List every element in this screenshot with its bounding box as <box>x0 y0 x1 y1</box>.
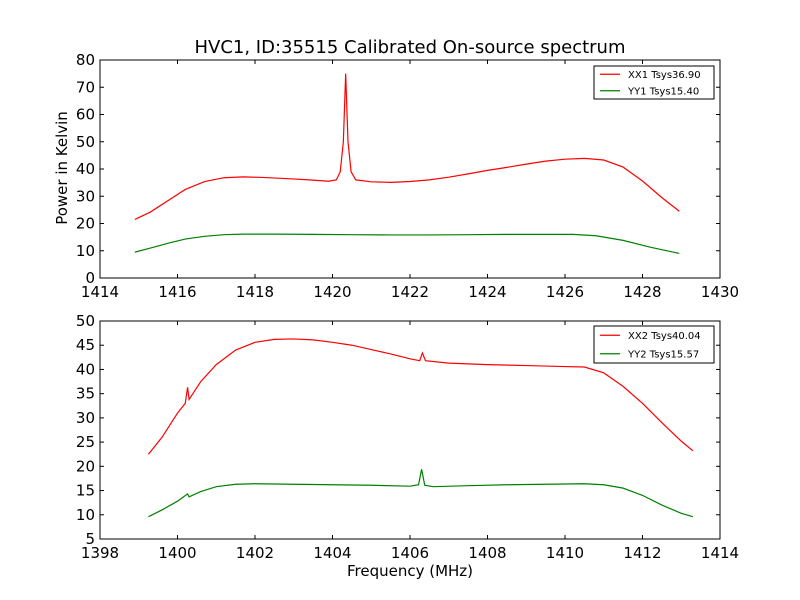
top-y-tick-label: 50 <box>76 133 95 151</box>
x-axis-label: Frequency (MHz) <box>347 562 473 580</box>
bottom-x-tick-label: 1400 <box>158 544 196 562</box>
bottom-x-tick-label: 1402 <box>236 544 274 562</box>
top-panel-legend: XX1 Tsys36.90 YY1 Tsys15.40 <box>593 65 715 100</box>
top-y-tick-label: 10 <box>76 242 95 260</box>
bottom-series-line-2 <box>148 469 694 518</box>
bottom-legend-label: XX2 Tsys40.04 <box>628 331 701 342</box>
top-x-tick-label: 1418 <box>236 283 274 301</box>
top-series-line-2 <box>134 233 680 255</box>
top-panel-marks: 1414 1416 1418 1420 1422 1424 1426 1428 1430 0 10 2… <box>76 51 739 301</box>
bottom-x-tick-label: 1404 <box>313 544 351 562</box>
top-x-tick-label: 1424 <box>468 283 506 301</box>
bottom-x-tick-label: 1414 <box>701 544 739 562</box>
top-x-tick-label: 1426 <box>546 283 584 301</box>
top-x-tick-label: 1416 <box>158 283 196 301</box>
top-x-tick-label: 1422 <box>391 283 429 301</box>
top-x-tick-label: 1414 <box>81 283 119 301</box>
bottom-x-tick-label: 1398 <box>81 544 119 562</box>
bottom-y-tick-label: 50 <box>76 312 95 330</box>
top-x-tick-label: 1428 <box>623 283 661 301</box>
bottom-y-tick-label: 45 <box>76 336 95 354</box>
top-y-tick-label: 0 <box>85 269 95 287</box>
top-panel: HVC1, ID:35515 Calibrated On-source spec… <box>53 37 739 301</box>
top-y-tick-label: 20 <box>76 215 95 233</box>
top-legend-label: YY1 Tsys15.40 <box>627 86 699 97</box>
bottom-panel-legend: XX2 Tsys40.04 YY2 Tsys15.57 <box>593 325 715 364</box>
top-y-tick-label: 70 <box>76 78 95 96</box>
top-legend-label: XX1 Tsys36.90 <box>628 70 701 81</box>
bottom-series-line-1 <box>147 338 694 455</box>
top-x-tick-label: 1420 <box>313 283 351 301</box>
bottom-panel-marks: 1398 1400 1402 1404 1406 1408 1410 1412 1414 5 10 1… <box>76 312 739 562</box>
bottom-y-tick-label: 15 <box>76 482 95 500</box>
bottom-x-tick-label: 1412 <box>623 544 661 562</box>
bottom-legend-box <box>593 325 715 364</box>
bottom-x-tick-label: 1406 <box>391 544 429 562</box>
bottom-y-tick-label: 35 <box>76 385 95 403</box>
bottom-legend-label: YY2 Tsys15.57 <box>627 349 699 360</box>
top-x-tick-label: 1430 <box>701 283 739 301</box>
bottom-y-tick-label: 30 <box>76 409 95 427</box>
top-legend-box <box>593 65 715 100</box>
bottom-y-tick-label: 10 <box>76 506 95 524</box>
top-y-tick-label: 80 <box>76 51 95 69</box>
bottom-y-tick-label: 20 <box>76 457 95 475</box>
chart-title: HVC1, ID:35515 Calibrated On-source spec… <box>194 37 625 58</box>
y-axis-label: Power in Kelvin <box>53 111 71 225</box>
bottom-panel: Frequency (MHz) 1398 1400 1402 1404 1406 1408… <box>76 312 739 580</box>
bottom-y-tick-label: 25 <box>76 433 95 451</box>
top-series-line-1 <box>134 73 680 220</box>
bottom-x-tick-label: 1408 <box>468 544 506 562</box>
bottom-x-tick-label: 1410 <box>546 544 584 562</box>
bottom-y-tick-label: 5 <box>85 530 95 548</box>
top-y-tick-label: 40 <box>76 160 95 178</box>
top-y-tick-label: 30 <box>76 187 95 205</box>
top-y-tick-label: 60 <box>76 106 95 124</box>
bottom-y-tick-label: 40 <box>76 360 95 378</box>
